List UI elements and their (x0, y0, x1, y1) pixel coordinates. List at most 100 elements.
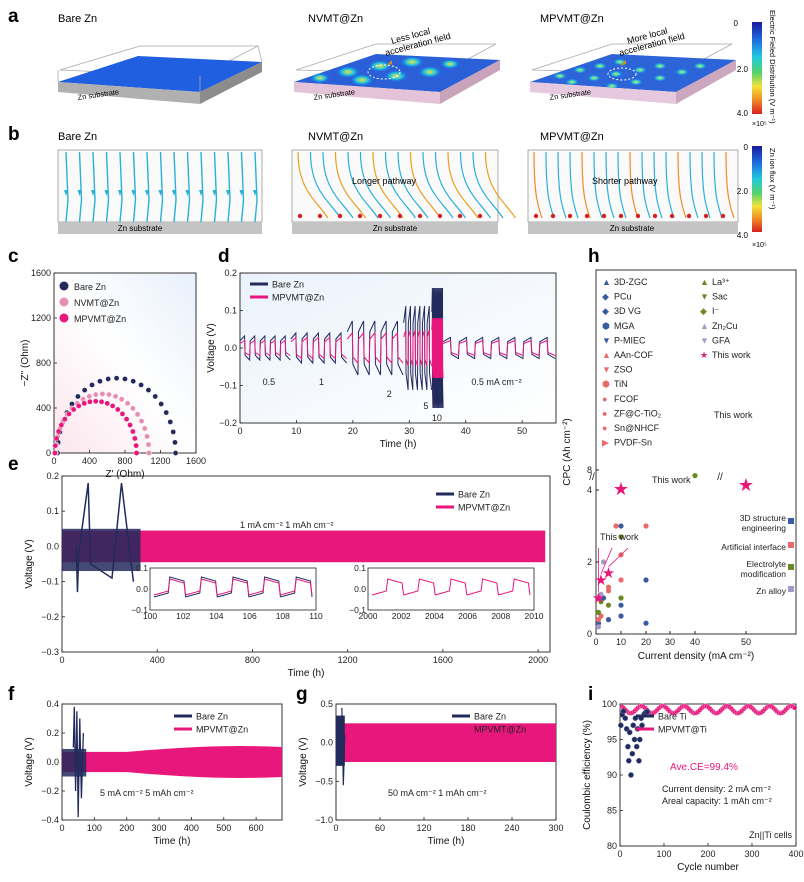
i-plot-frame (619, 703, 797, 847)
i-xtick-label: 300 (744, 849, 759, 859)
c-point-bare (75, 393, 81, 400)
i-bare-point (625, 743, 631, 750)
c-legend-marker (59, 297, 69, 307)
flux-line-nvmt (434, 151, 466, 219)
colorbar-b: 0 2.0 4.0 ×10⁵ Zn ion flux (V m⁻¹) (737, 143, 777, 249)
panel-a-title-bare: Bare Zn (58, 13, 97, 25)
c-point-bare (122, 376, 128, 382)
c-point-mpvmt (87, 398, 93, 405)
flux-arrow (91, 190, 95, 196)
h-xtick-label: 30 (665, 637, 675, 647)
g-legend-label: Bare Zn (474, 712, 506, 722)
e-inset1-xtick: 106 (243, 611, 257, 621)
e-ytick-label: 0.2 (46, 471, 59, 481)
h-legend-marker: ● (602, 408, 607, 418)
flux-hotspot (377, 213, 383, 219)
flux-line-bare (254, 151, 258, 223)
i-bare-point (626, 729, 633, 736)
i-ylabel: Coulombic efficiency (%) (582, 720, 593, 830)
i-xtick-label: 200 (700, 849, 715, 859)
colorbar-a-tick-2: 2.0 (737, 65, 749, 74)
d-ytick-label: 0.1 (224, 306, 237, 316)
h-legend-marker: ▼ (700, 335, 709, 345)
c-legend-label: Bare Zn (74, 282, 106, 292)
c-point-mpvmt (92, 398, 99, 405)
i-legend-label: MPVMT@Ti (658, 725, 707, 735)
g-xtick-label: 60 (375, 823, 385, 833)
h-category-swatch (788, 518, 794, 524)
h-xtick-label: 0 (593, 637, 598, 647)
h-category-label: modification (741, 569, 787, 579)
panel-label-e: e (8, 454, 19, 475)
g-bare-band (336, 715, 345, 766)
flux-line-bare (173, 151, 177, 223)
flux-line-mpvmt (713, 151, 723, 219)
flux-hotspot (397, 213, 403, 219)
i-ytick-label: 85 (607, 806, 617, 816)
h-legend-marker: ★ (700, 350, 708, 360)
e-inset1-xtick: 108 (276, 611, 290, 621)
h-category-label: 3D structure (740, 513, 787, 523)
i-xlabel: Cycle number (677, 862, 739, 873)
flux-line-mpvmt (617, 151, 627, 219)
e-inset1-ytick: −0.1 (131, 605, 148, 615)
panel-b: Bare Zn NVMT@Zn MPVMT@Zn Zn substrate Zn… (57, 131, 777, 249)
flux-hotspot (601, 213, 607, 219)
flux-line-nvmt (334, 151, 366, 219)
e-inset2-xtick: 2006 (458, 611, 477, 621)
h-this-work-star: ★ (613, 479, 629, 499)
flux-line-nvmt (409, 151, 441, 219)
i-legend-label: Bare Ti (658, 712, 687, 722)
i-bare-point (636, 736, 643, 743)
flux-hotspot (457, 213, 463, 219)
flux-line-mpvmt (533, 151, 543, 219)
c-point-bare (152, 393, 159, 400)
d-ylabel: Voltage (V) (206, 323, 217, 372)
colorbar-b-tick-0: 0 (744, 143, 749, 152)
e-inset2-xtick: 2004 (425, 611, 444, 621)
g-bare-spike (341, 707, 346, 786)
flux-arrow (185, 190, 190, 196)
flux-line-nvmt (484, 151, 516, 219)
e-xtick-label: 800 (245, 655, 260, 665)
h-legend-label: 3D-ZGC (614, 277, 648, 287)
i-bare-point (633, 743, 640, 750)
h-legend-marker: ● (602, 394, 607, 404)
flux-line-nvmt (472, 151, 504, 219)
flux-line-bare (240, 151, 245, 223)
c-point-nvmt (145, 441, 152, 448)
h-literature-point (618, 523, 624, 529)
panel-b-shorter-pathway: Shorter pathway (592, 176, 658, 186)
flux-hotspot (567, 213, 573, 219)
c-point-bare (97, 378, 103, 385)
flux-hotspot (584, 213, 590, 219)
d-ytick-label: −0.2 (219, 418, 237, 428)
panel-label-h: h (588, 246, 600, 267)
c-xlabel: Z' (Ohm) (105, 469, 144, 480)
panel-label-i: i (588, 684, 593, 705)
flux-line-mpvmt (641, 151, 651, 219)
h-legend-marker: ▲ (602, 350, 611, 360)
flux-hotspot (317, 213, 323, 219)
d-ytick-label: 0.2 (224, 268, 237, 278)
c-point-mpvmt (53, 435, 60, 442)
flux-arrow (64, 190, 68, 196)
c-point-bare (167, 419, 174, 425)
c-ytick-label: 400 (36, 403, 51, 413)
h-legend-marker: ▲ (602, 277, 611, 287)
d-rate-label-1: 1 (319, 377, 324, 387)
c-point-nvmt (106, 391, 112, 398)
h-xtick-label: 40 (690, 637, 700, 647)
c-point-mpvmt (75, 403, 82, 409)
f-ylabel: Voltage (V) (24, 737, 35, 786)
d-mpvmt-line (290, 336, 347, 360)
h-legend-label: Sac (712, 292, 728, 302)
g-ytick-label: −1.0 (315, 815, 333, 825)
c-ytick-label: 800 (36, 358, 51, 368)
flux-line-mpvmt (701, 151, 711, 219)
h-category-swatch (788, 542, 794, 548)
f-ytick-label: −0.4 (41, 815, 59, 825)
flux-line-mpvmt (557, 151, 567, 219)
flux-hotspot (652, 213, 658, 219)
c-point-mpvmt (58, 422, 65, 428)
